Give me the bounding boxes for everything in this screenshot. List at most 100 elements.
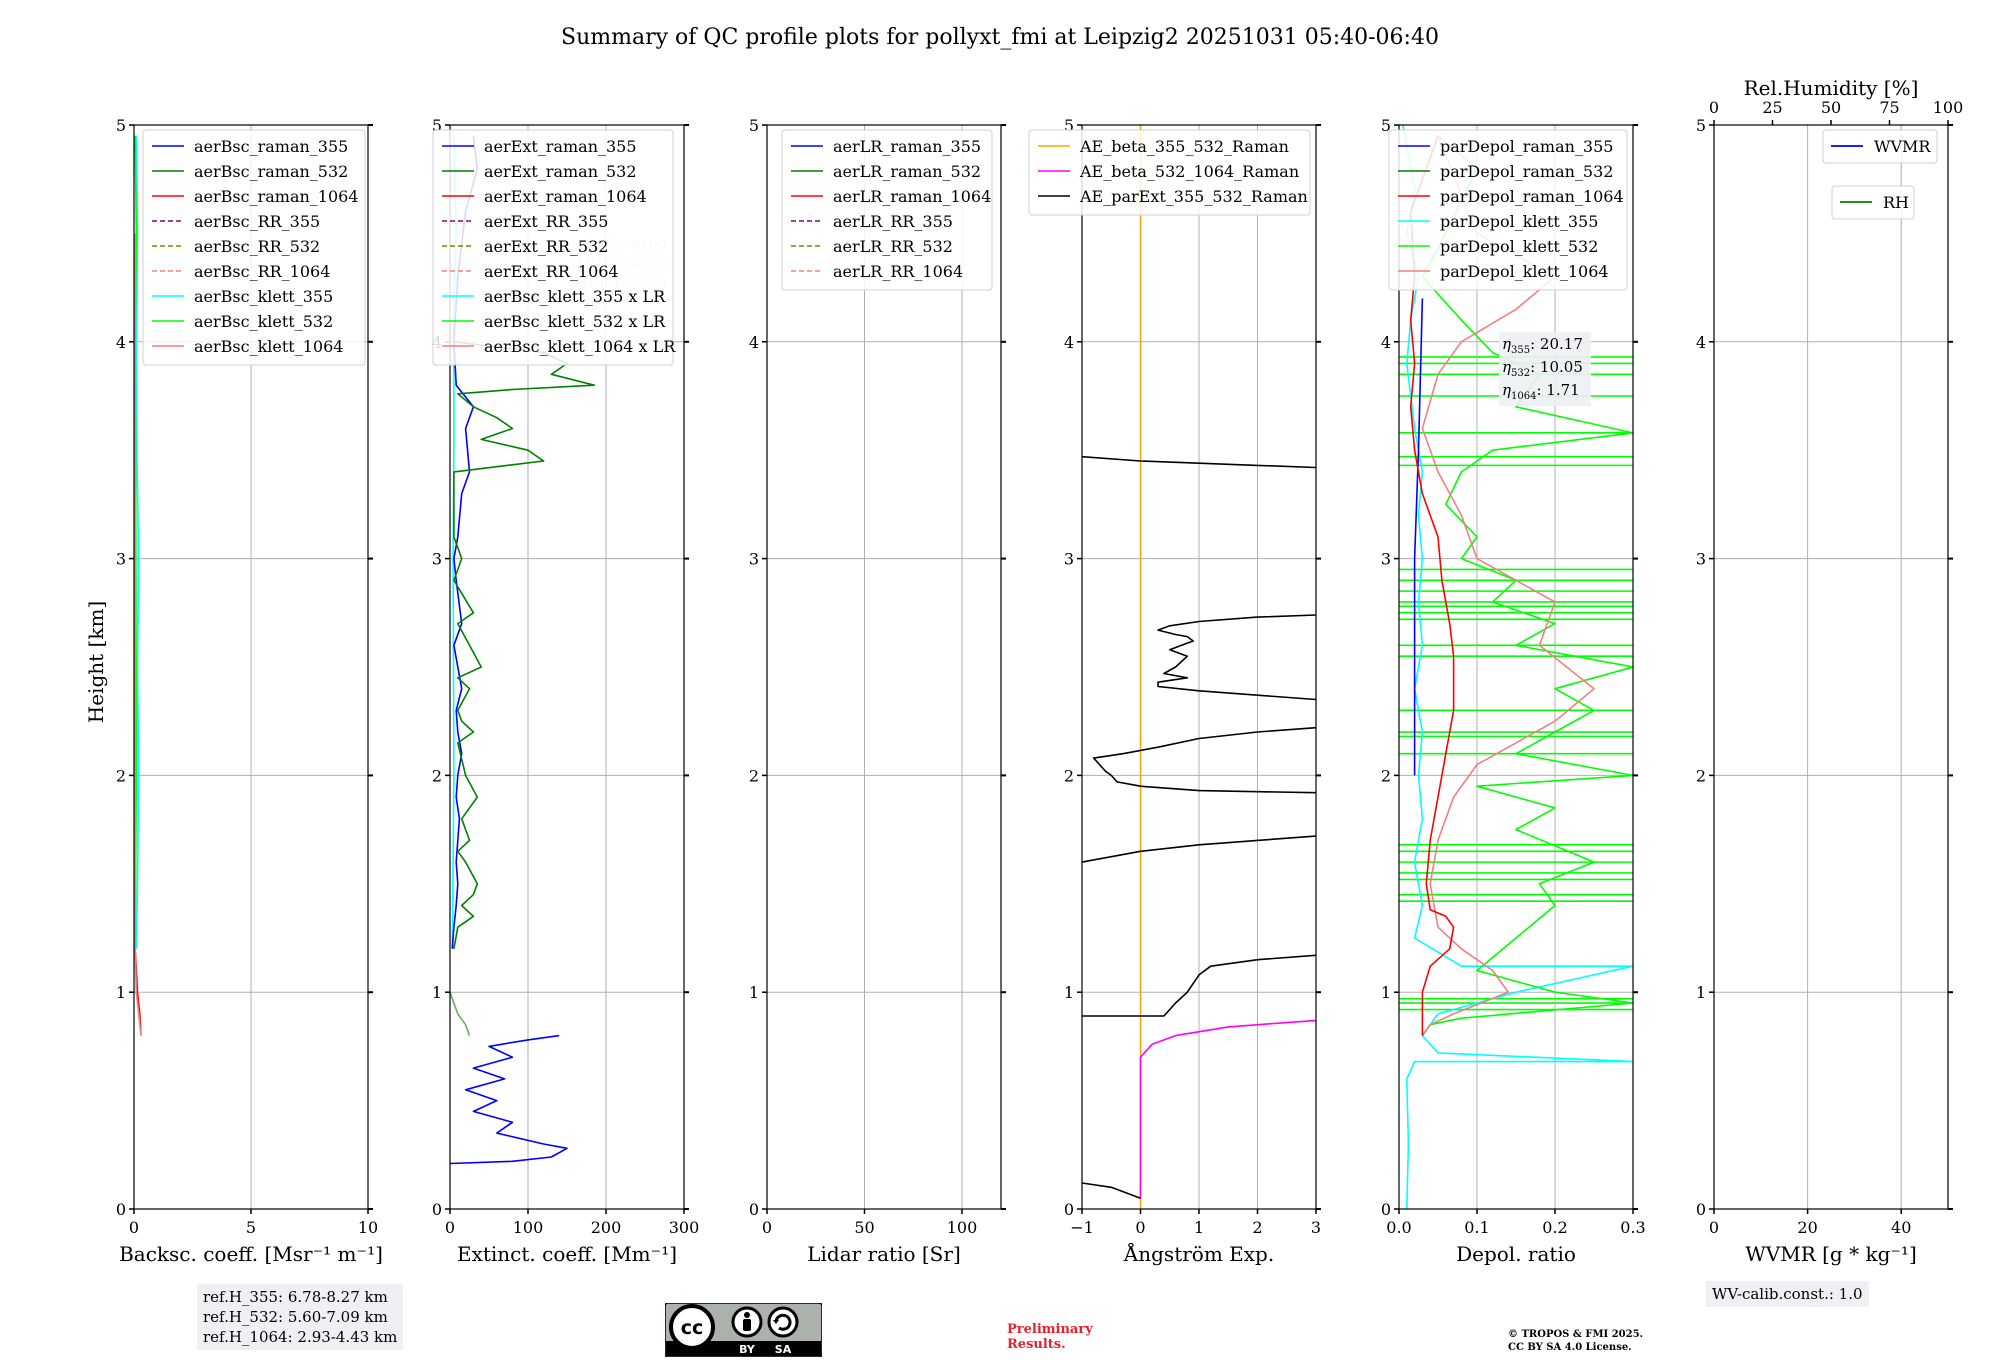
preliminary-line-2: Results. [1007, 1337, 1066, 1352]
panel-depol: 0.0 0.1 0.2 0.3 0 1 2 3 4 5 Depol. ratio parDepol_r… [1381, 116, 1646, 1266]
legend-label: aerExt_raman_532 [484, 162, 637, 181]
y-tick-label: 4 [1381, 333, 1391, 352]
y-tick-label: 4 [1696, 333, 1706, 352]
series-group-ae [1082, 125, 1316, 1209]
legend-label: AE_beta_355_532_Raman [1079, 137, 1289, 156]
legend-box [781, 129, 993, 291]
y-tick-label: 2 [432, 766, 442, 785]
y-tick-label: 3 [1696, 550, 1706, 569]
legend-label: RH [1883, 193, 1909, 212]
y-tick-label: 2 [1381, 766, 1391, 785]
axes-frame [449, 124, 685, 1210]
x-tick-label: 5 [246, 1218, 256, 1237]
copyright-line-2: CC BY SA 4.0 License. [1508, 1342, 1632, 1353]
y-tick-label: 4 [1064, 333, 1074, 352]
legend-label: aerBsc_klett_1064 [194, 337, 343, 356]
ref-height-1064: ref.H_1064: 2.93-4.43 km [203, 1328, 398, 1346]
series-line-aerbsc-klett-1064 [134, 233, 142, 1036]
eta-value: η532: 10.05 [1502, 358, 1583, 379]
legend-label: aerBsc_klett_1064 x LR [484, 337, 676, 356]
legend-label: aerLR_RR_1064 [833, 262, 963, 281]
legend-label: aerBsc_RR_532 [194, 237, 320, 256]
y-tick-label: 0 [749, 1200, 759, 1219]
axes-frame [766, 124, 1002, 1210]
legend-label: parDepol_klett_1064 [1440, 262, 1609, 281]
x-axis-label: Depol. ratio [1456, 1242, 1576, 1266]
x-tick-label: 0.2 [1542, 1218, 1567, 1237]
y-tick-label: 4 [116, 333, 126, 352]
legend-lr: aerLR_raman_355 aerLR_raman_532 aerLR_rama… [781, 129, 993, 291]
top-x-tick-label: 75 [1879, 98, 1899, 117]
panel-bsc: 0 5 10 0 1 2 3 4 5 Backsc. coeff. [Msr⁻¹ m⁻¹] aerB… [116, 116, 383, 1266]
legend-box [1388, 129, 1628, 291]
legend-box [142, 129, 366, 366]
legend-label: aerBsc_raman_532 [194, 162, 348, 181]
y-tick-label: 3 [749, 550, 759, 569]
series-line-aerext-raman-532 [453, 341, 596, 949]
series-line-pardepol-klett-355 [1402, 125, 1633, 1209]
series-line-aerext-raman-355 [451, 135, 479, 949]
x-tick-label: 50 [854, 1218, 874, 1237]
legend-depol: parDepol_raman_355 parDepol_raman_532 parD… [1388, 129, 1628, 291]
legend-label: WVMR [1874, 137, 1931, 156]
legend-label: aerLR_raman_532 [833, 162, 981, 181]
y-tick-label: 5 [749, 116, 759, 135]
legend-ext: aerExt_raman_355 aerExt_raman_532 aerExt_r… [432, 129, 676, 366]
legend-label: aerExt_RR_355 [484, 212, 608, 231]
y-tick-label: 1 [432, 983, 442, 1002]
y-tick-label: 5 [1696, 116, 1706, 135]
x-tick-label: 100 [513, 1218, 544, 1237]
copyright-line-1: © TROPOS & FMI 2025. [1508, 1329, 1644, 1340]
series-line-pardepol-klett-1064 [1421, 135, 1595, 1037]
legend-box [1831, 185, 1915, 220]
legend-label: aerLR_raman_355 [833, 137, 981, 156]
y-tick-label: 1 [116, 983, 126, 1002]
panel-ext: 0100200300012345Extinct. coeff. [Mm⁻¹]LR… [432, 116, 699, 1266]
preliminary-note: Preliminary Results. [1007, 1322, 1093, 1352]
series-line-pardepol-raman-355 [1413, 298, 1424, 776]
y-tick-label: 1 [749, 983, 759, 1002]
preliminary-line-1: Preliminary [1007, 1322, 1093, 1337]
series-line-ae-parext-e [1082, 954, 1316, 1017]
legend-box [432, 129, 674, 366]
legend-label: aerExt_RR_532 [484, 237, 608, 256]
y-tick-label: 3 [116, 550, 126, 569]
legend-rh: RH [1831, 185, 1915, 220]
legend-label: aerBsc_RR_355 [194, 212, 320, 231]
x-tick-label: 20 [1797, 1218, 1817, 1237]
y-tick-label: 0 [116, 1200, 126, 1219]
x-tick-label: 200 [591, 1218, 622, 1237]
cc-by-sa-badge: cc BY SA [665, 1303, 822, 1357]
y-tick-label: 1 [1696, 983, 1706, 1002]
x-tick-label: 3 [1311, 1218, 1321, 1237]
axes-frame [1713, 124, 1949, 1210]
legend-label: aerLR_RR_355 [833, 212, 953, 231]
legend-label: aerBsc_klett_355 x LR [484, 287, 666, 306]
x-tick-label: 0.3 [1620, 1218, 1645, 1237]
panel-lr: 0 50 100 0 1 2 3 4 5 Lidar ratio [Sr] aerLR_raman_… [749, 116, 1006, 1266]
y-tick-label: 0 [1381, 1200, 1391, 1219]
x-tick-label: 40 [1891, 1218, 1911, 1237]
legend-box [1822, 129, 1938, 164]
y-tick-label: 2 [1064, 766, 1074, 785]
series-line-ae-parext-a [1082, 455, 1316, 469]
legend-label: aerLR_RR_532 [833, 237, 953, 256]
series-line-aerext-raman-355-low [450, 1034, 568, 1165]
legend-label: aerExt_RR_1064 [484, 262, 619, 281]
legend-label: aerBsc_klett_532 [194, 312, 333, 331]
y-tick-label: 3 [1064, 550, 1074, 569]
badge-sa-label: SA [775, 1343, 792, 1356]
y-tick-label: 5 [116, 116, 126, 135]
legend-label: aerExt_raman_1064 [484, 187, 647, 206]
series-line-ae-parext-c [1092, 726, 1316, 794]
series-line-aerbsc-klett-532-x-lr-low [450, 991, 471, 1036]
y-tick-label: 1 [1381, 983, 1391, 1002]
x-tick-label: 10 [358, 1218, 378, 1237]
legend-label: aerBsc_raman_1064 [194, 187, 359, 206]
x-tick-label: 0 [1135, 1218, 1145, 1237]
eta-value: η1064: 1.71 [1502, 381, 1580, 402]
legend-label: parDepol_klett_532 [1440, 237, 1598, 256]
